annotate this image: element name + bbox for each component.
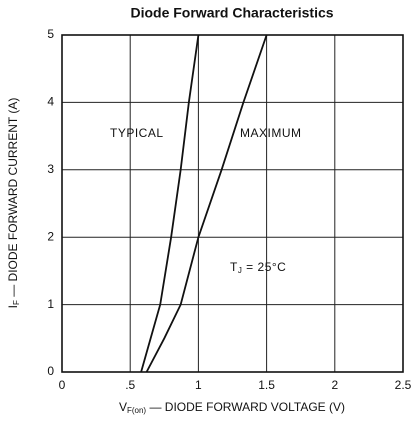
x-tick-label: 2.5 (395, 378, 412, 392)
series-label: MAXIMUM (240, 126, 302, 140)
series-label: TYPICAL (110, 126, 164, 140)
temperature-annotation: TJ = 25°C (230, 260, 286, 275)
x-axis-label: VF(on) — DIODE FORWARD VOLTAGE (V) (119, 400, 345, 415)
y-tick-label: 5 (47, 27, 54, 41)
y-tick-label: 3 (47, 162, 54, 176)
y-label-main: I (6, 305, 20, 308)
y-tick-label: 2 (47, 229, 54, 243)
series-line (140, 34, 200, 373)
y-label-sub: F (12, 300, 21, 305)
x-label-main: V (119, 400, 127, 414)
plot-frame (61, 34, 404, 373)
y-label-rest: — DIODE FORWARD CURRENT (A) (6, 98, 20, 300)
y-axis-label: IF — DIODE FORWARD CURRENT (A) (6, 98, 21, 309)
x-tick-label: 1 (195, 378, 202, 392)
x-tick-label: 1.5 (258, 378, 275, 392)
x-label-sub: F(on) (127, 406, 146, 415)
x-tick-label: 0 (59, 378, 66, 392)
y-tick-label: 1 (47, 297, 54, 311)
chart-title: Diode Forward Characteristics (130, 5, 333, 21)
ann-rest: = 25°C (242, 260, 286, 274)
x-label-rest: — DIODE FORWARD VOLTAGE (V) (146, 400, 345, 414)
y-tick-label: 4 (47, 95, 54, 109)
y-tick-label: 0 (47, 364, 54, 378)
x-tick-label: 2 (331, 378, 338, 392)
ann-main: T (230, 260, 238, 274)
x-tick-label: .5 (125, 378, 135, 392)
series-line (145, 34, 268, 373)
ann-sub: J (238, 266, 243, 275)
